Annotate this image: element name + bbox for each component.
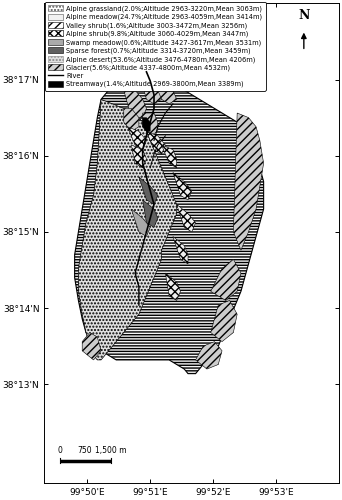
- Polygon shape: [165, 273, 181, 300]
- Polygon shape: [233, 113, 264, 250]
- Polygon shape: [161, 145, 177, 168]
- Polygon shape: [143, 200, 158, 228]
- Polygon shape: [173, 236, 188, 264]
- Polygon shape: [143, 81, 161, 104]
- Text: 750: 750: [78, 446, 92, 455]
- Text: 0: 0: [57, 446, 62, 455]
- Polygon shape: [211, 260, 241, 300]
- Text: N: N: [298, 10, 310, 22]
- Polygon shape: [78, 100, 177, 360]
- Polygon shape: [75, 68, 264, 374]
- Polygon shape: [131, 145, 146, 168]
- Polygon shape: [128, 126, 146, 150]
- Polygon shape: [177, 204, 196, 232]
- Polygon shape: [211, 300, 237, 342]
- Polygon shape: [158, 86, 177, 104]
- Polygon shape: [196, 342, 222, 369]
- Polygon shape: [139, 177, 158, 204]
- Polygon shape: [143, 118, 150, 132]
- Polygon shape: [173, 172, 192, 200]
- Polygon shape: [82, 332, 101, 360]
- Polygon shape: [124, 108, 139, 132]
- Polygon shape: [131, 209, 150, 236]
- Polygon shape: [146, 132, 165, 154]
- Polygon shape: [143, 113, 158, 136]
- Polygon shape: [124, 90, 146, 118]
- Legend: Alpine grassland(2.0%;Altitude 2963-3220m,Mean 3063m), Alpine meadow(24.7%;Altit: Alpine grassland(2.0%;Altitude 2963-3220…: [45, 2, 266, 90]
- Text: 1,500 m: 1,500 m: [95, 446, 126, 455]
